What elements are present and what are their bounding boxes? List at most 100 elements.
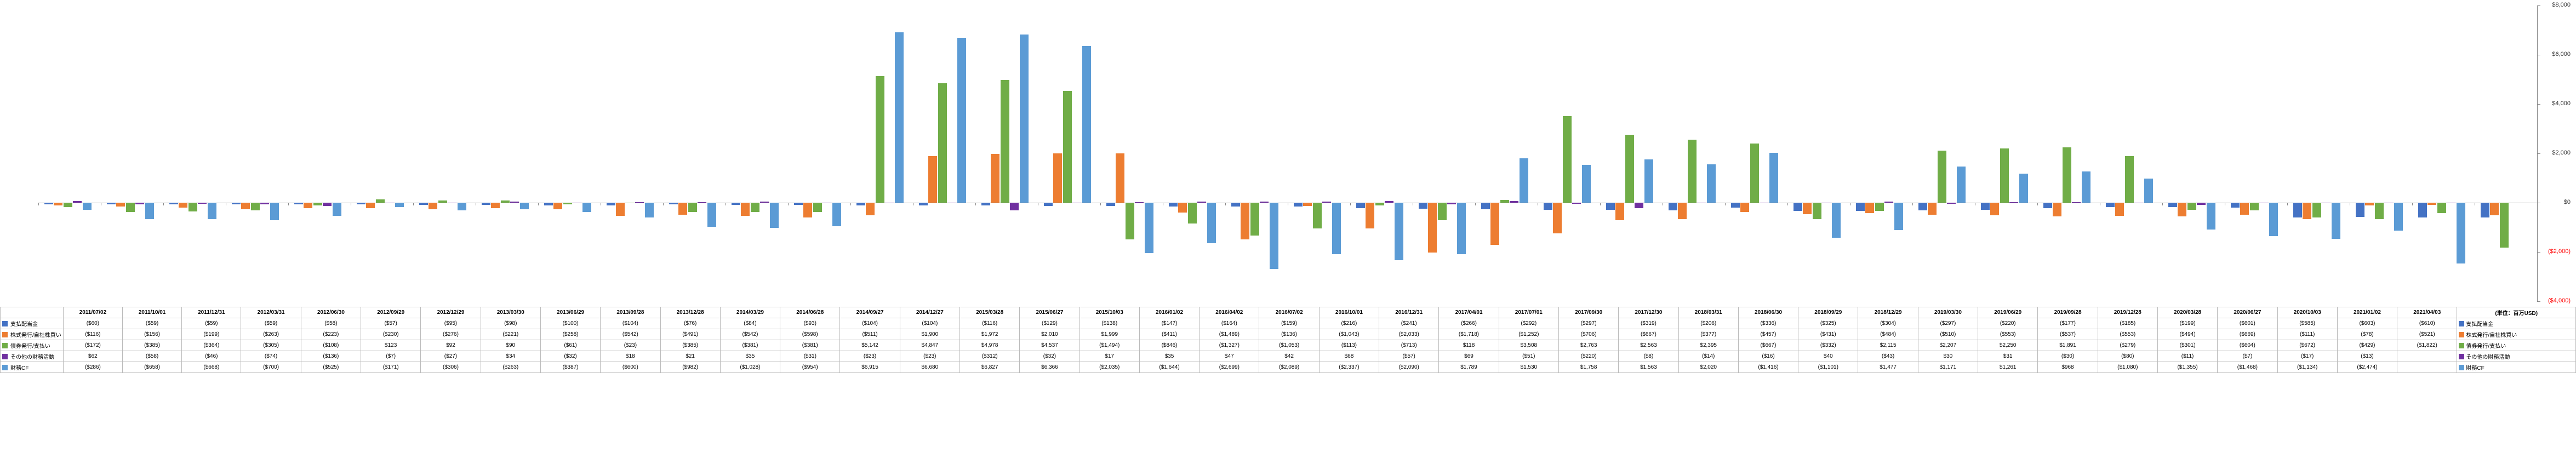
data-cell: $69 (1439, 351, 1499, 362)
bar-cf (1644, 159, 1653, 203)
bar-dividends (607, 203, 615, 205)
bar-dividends (732, 203, 740, 205)
data-cell: ($76) (660, 318, 720, 329)
bar-stock (1241, 203, 1249, 239)
data-cell: $1,171 (1918, 362, 1978, 373)
data-cell: ($658) (123, 362, 182, 373)
table-row: 支払配当金($60)($59)($59)($59)($58)($57)($95)… (1, 318, 2576, 329)
bar-stock (616, 203, 625, 216)
data-cell: $3,508 (1499, 340, 1558, 351)
data-cell: ($305) (241, 340, 301, 351)
legend-swatch (2, 343, 8, 348)
data-cell: $2,010 (1020, 329, 1079, 340)
data-cell: $47 (1200, 351, 1259, 362)
row-label-text: 支払配当金 (10, 322, 38, 328)
bar-debt (1063, 91, 1072, 203)
period-header: 2013/09/28 (601, 307, 660, 318)
bar-debt (2187, 203, 2196, 210)
bar-stock (2240, 203, 2249, 215)
row-label-text: その他の財務活動 (10, 354, 54, 360)
bar-cf (832, 203, 841, 226)
data-cell: ($32) (1020, 351, 1079, 362)
data-cell: $90 (481, 340, 540, 351)
bar-stock (2053, 203, 2061, 216)
data-cell: ($672) (2277, 340, 2337, 351)
data-cell: ($706) (1558, 329, 1618, 340)
bar-dividends (544, 203, 553, 205)
data-cell: ($164) (1200, 318, 1259, 329)
data-cell: ($429) (2337, 340, 2397, 351)
y-axis-label: ($4,000) (2548, 297, 2571, 304)
bar-other (1010, 203, 1019, 210)
bar-cf (395, 203, 404, 207)
bar-cf (1145, 203, 1153, 253)
bar-other (1322, 202, 1331, 203)
data-cell: $1,900 (900, 329, 959, 340)
data-cell: ($542) (720, 329, 780, 340)
period-header: 2018/09/29 (1798, 307, 1858, 318)
right-label-cell: 財務CF (2457, 362, 2576, 373)
bar-cf (895, 32, 904, 203)
bar-dividends (981, 203, 990, 205)
period-header: 2013/12/28 (660, 307, 720, 318)
data-cell: $5,142 (840, 340, 900, 351)
bar-debt (688, 203, 697, 212)
data-cell: ($319) (1619, 318, 1678, 329)
data-cell: ($1,080) (2098, 362, 2157, 373)
data-cell: $4,978 (960, 340, 1020, 351)
bar-stock (2178, 203, 2186, 216)
data-cell: ($525) (301, 362, 361, 373)
bar-dividends (1606, 203, 1615, 210)
data-cell: ($46) (182, 351, 241, 362)
data-cell: ($58) (123, 351, 182, 362)
period-header: 2014/12/27 (900, 307, 959, 318)
bar-other (1135, 202, 1144, 203)
bar-cf (2019, 174, 2028, 203)
bar-other (1947, 203, 1956, 204)
bar-dividends (2481, 203, 2489, 217)
row-label-cf: 財務CF (1, 362, 64, 373)
period-header: 2015/03/28 (960, 307, 1020, 318)
bar-debt (189, 203, 197, 211)
bar-other (1884, 202, 1893, 203)
bar-dividends (1044, 203, 1053, 206)
data-cell: ($601) (2218, 318, 2277, 329)
bar-debt (251, 203, 260, 210)
bar-cf (2082, 171, 2090, 203)
bar-other (635, 202, 644, 203)
period-header: 2017/07/01 (1499, 307, 1558, 318)
bar-other (2009, 202, 2018, 203)
data-cell: ($17) (2277, 351, 2337, 362)
data-cell: ($553) (1978, 329, 2038, 340)
bar-other (1447, 203, 1456, 204)
bar-dividends (1544, 203, 1552, 210)
bar-cf (2207, 203, 2215, 230)
bar-stock (1053, 153, 1062, 203)
data-cell: ($7) (2218, 351, 2277, 362)
data-cell: ($104) (601, 318, 660, 329)
row-label-text: 債券発行/支払い (10, 343, 50, 349)
bar-dividends (232, 203, 241, 204)
data-cell: ($1,101) (1798, 362, 1858, 373)
data-cell: $40 (1798, 351, 1858, 362)
bar-cf (1957, 167, 1966, 203)
data-cell: ($84) (720, 318, 780, 329)
bar-stock (1803, 203, 1812, 214)
data-cell: ($276) (421, 329, 481, 340)
data-cell: ($385) (660, 340, 720, 351)
data-cell: ($2,699) (1200, 362, 1259, 373)
data-cell: ($1,252) (1499, 329, 1558, 340)
data-cell: $123 (361, 340, 421, 351)
data-cell: $1,789 (1439, 362, 1499, 373)
bar-dividends (2168, 203, 2177, 207)
legend-swatch (2, 365, 8, 370)
bar-dividends (1981, 203, 1990, 210)
data-cell: $1,758 (1558, 362, 1618, 373)
bar-debt (313, 203, 322, 205)
bar-other (698, 202, 706, 203)
bar-debt (1313, 203, 1322, 228)
data-cell: ($301) (2157, 340, 2217, 351)
bar-debt (1625, 135, 1634, 203)
period-header: 2016/12/31 (1379, 307, 1439, 318)
period-header: 2021/01/02 (2337, 307, 2397, 318)
